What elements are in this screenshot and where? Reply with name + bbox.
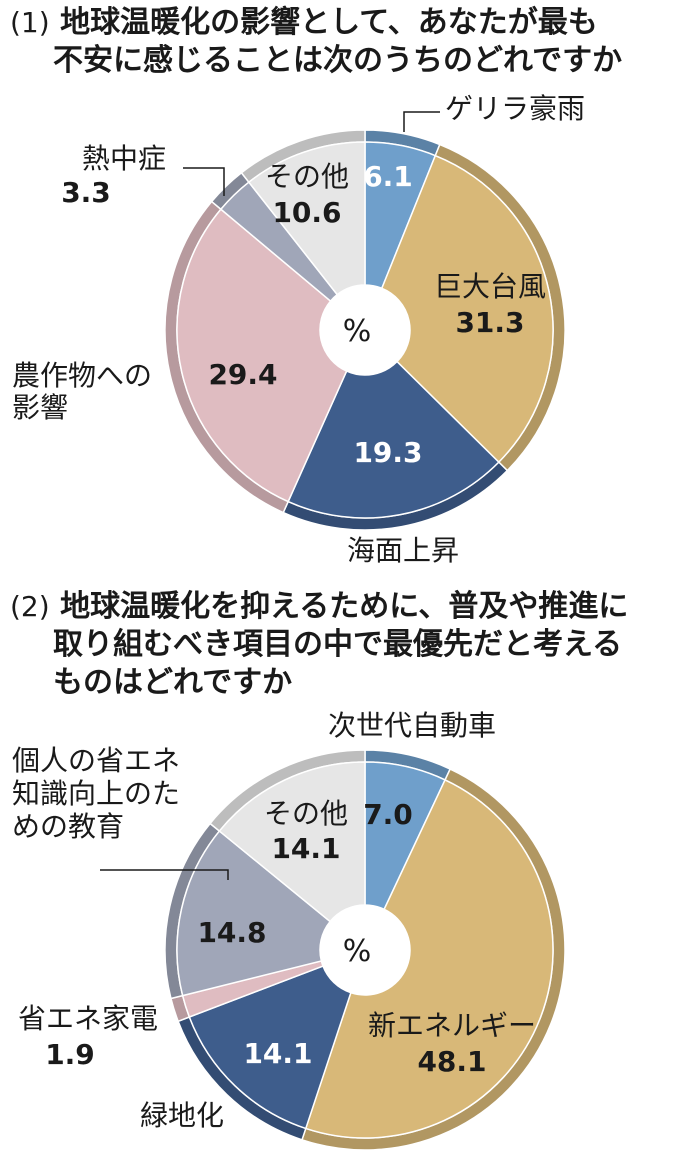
chart1-slice-value-2: 19.3 xyxy=(353,436,422,469)
chart1-slice-name-3-line1: 影響 xyxy=(12,391,68,424)
chart2-center-hole xyxy=(320,905,410,995)
chart1-title-line2: 不安に感じることは次のうちのどれですか xyxy=(53,43,623,78)
chart2-slice-name-2: 緑地化 xyxy=(140,1099,224,1132)
chart1-slice-value-5: 10.6 xyxy=(272,196,341,229)
chart2-slice-name-5: その他 xyxy=(264,797,348,830)
chart2-title: (2) 地球温暖化を抑えるために、普及や推進に 取り組むべき項目の中で最優先だと… xyxy=(10,588,675,702)
chart2-slice-name-4-line0: 個人の省エネ xyxy=(12,744,180,777)
chart1-slice-value-4: 3.3 xyxy=(61,176,111,209)
chart2-slice-value-0: 7.0 xyxy=(363,798,413,831)
chart1-slices xyxy=(164,129,566,531)
chart2-leader-4 xyxy=(100,869,229,880)
chart1-number: (1) xyxy=(10,6,50,39)
chart1-center-label: % xyxy=(343,314,372,349)
chart2-title-line3: ものはどれですか xyxy=(53,665,293,700)
chart1-leader-0 xyxy=(403,111,440,132)
chart2-slice-name-0: 次世代自動車 xyxy=(328,709,496,742)
chart2-slice-value-1: 48.1 xyxy=(417,1045,486,1078)
chart2-slice-name-4-line1: 知識向上のた xyxy=(12,777,180,810)
chart2-title-line2: 取り組むべき項目の中で最優先だと考える xyxy=(53,627,623,662)
chart2-slice-value-2: 14.1 xyxy=(243,1037,312,1070)
chart2-slice-value-4: 14.8 xyxy=(197,916,266,949)
chart1-slice-name-1: 巨大台風 xyxy=(434,270,546,303)
chart2-slice-value-5: 14.1 xyxy=(271,832,340,865)
chart2-slice-name-1: 新エネルギー xyxy=(368,1009,536,1042)
chart2-slice-name-4-line2: めの教育 xyxy=(12,810,124,843)
chart1-title: (1) 地球温暖化の影響として、あなたが最も 不安に感じることは次のうちのどれで… xyxy=(10,4,675,80)
chart2-slice-value-3: 1.9 xyxy=(45,1038,95,1071)
chart1-slice-name-3-line0: 農作物への xyxy=(12,359,152,392)
chart1-slice-name-2: 海面上昇 xyxy=(347,534,459,567)
chart1-slice-value-0: 6.1 xyxy=(363,160,413,193)
chart2-number: (2) xyxy=(10,590,50,623)
chart2-title-line1: (2) 地球温暖化を抑えるために、普及や推進に xyxy=(10,589,629,624)
chart1-slice-name-0: ゲリラ豪雨 xyxy=(445,92,585,125)
chart2-slice-4 xyxy=(176,830,332,997)
chart1-slice-name-4: 熱中症 xyxy=(82,142,166,175)
chart1-leader-4 xyxy=(183,167,225,196)
chart2-slice-name-3: 省エネ家電 xyxy=(18,1002,158,1035)
chart1-slice-value-1: 31.3 xyxy=(455,306,524,339)
chart2-slices xyxy=(164,749,566,1151)
chart2-center-label: % xyxy=(343,934,372,969)
chart1-slice-name-5: その他 xyxy=(265,160,349,193)
chart1-slice-value-3: 29.4 xyxy=(208,358,277,391)
chart1-title-line1: (1) 地球温暖化の影響として、あなたが最も xyxy=(10,5,598,40)
chart1-center-hole xyxy=(320,285,410,375)
